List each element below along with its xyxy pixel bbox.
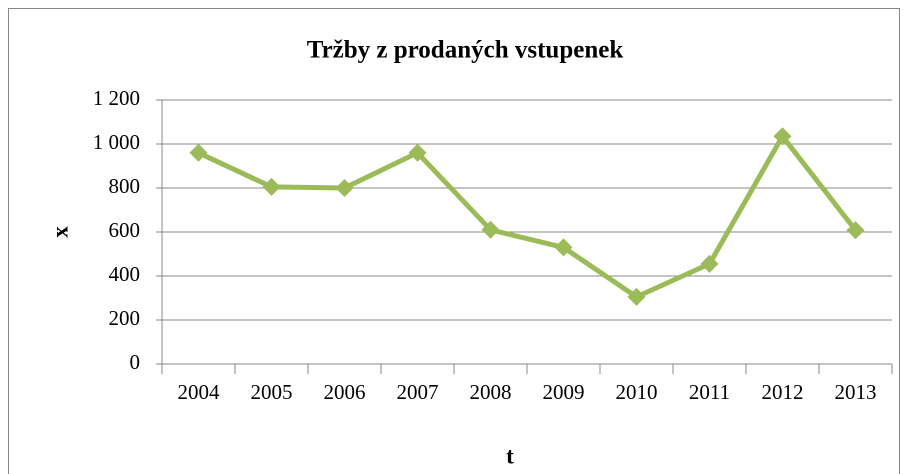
chart-title: Tržby z prodaných vstupenek [307,37,624,64]
marker [773,127,792,146]
marker [262,177,281,196]
x-tick-label: 2009 [543,380,585,404]
marker [408,143,427,162]
x-tick-label: 2012 [762,380,804,404]
y-tick-label: 200 [109,306,141,330]
marker [627,287,646,306]
marker [846,221,865,240]
x-tick-label: 2013 [835,380,877,404]
y-tick-label: 600 [109,218,141,242]
y-axis-title: x [47,226,72,238]
y-tick-label: 0 [130,350,141,374]
y-tick-label: 400 [109,262,141,286]
x-tick-label: 2005 [251,380,293,404]
chart-frame [8,8,900,474]
y-tick-label: 800 [109,174,141,198]
x-tick-label: 2004 [178,380,221,404]
x-tick-label: 2007 [397,380,439,404]
marker [554,238,573,257]
x-tick-label: 2011 [689,380,730,404]
y-tick-label: 1 200 [93,86,140,110]
x-tick-label: 2008 [470,380,512,404]
marker [481,220,500,239]
y-tick-label: 1 000 [93,130,140,154]
series-line [197,133,858,300]
x-tick-label: 2006 [324,380,366,404]
x-tick-label: 2010 [616,380,658,404]
marker [335,179,354,197]
marker [700,254,719,273]
marker [189,143,208,162]
x-axis-title: t [506,443,514,468]
